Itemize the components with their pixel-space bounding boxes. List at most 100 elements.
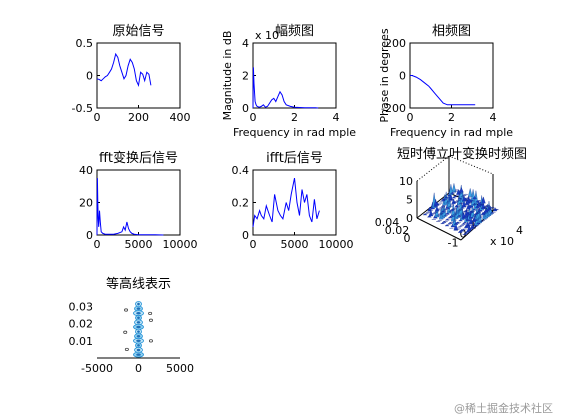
y-axis-label: Magnitude in dB [221,31,234,121]
surface-spike [457,197,463,200]
surface-spike [440,210,446,213]
surface-spike [443,209,449,211]
surface-spike [463,232,469,234]
y-tick-label: 0 [242,229,249,242]
subplot-title: 原始信号 [112,24,164,39]
surface-spike [458,226,463,227]
y-tick-label: 20 [79,197,93,210]
y-tick-label: 0.02 [69,318,94,331]
subplot-title: fft变换后信号 [99,150,178,166]
y-tick-label: 0.5 [76,37,94,50]
surface-spike [455,201,460,218]
surface-spike [458,219,463,222]
surface-spike [462,221,468,224]
x-axis-label: Frequency in rad mple [390,126,513,139]
surface-spike [475,200,480,203]
x-tick-label: 10000 [163,238,198,251]
surface-spike [451,196,457,199]
surface-spike [476,200,482,202]
surface-spike [484,205,489,207]
contour-dot [148,318,153,322]
surface-spike [462,233,467,235]
surface-spike [476,211,481,213]
surface-spike [471,208,477,211]
axes-box [96,169,181,236]
contour-dot [148,339,153,343]
watermark: @稀土掘金技术社区 [454,402,553,415]
contour-core [137,330,140,333]
surface-spike [428,209,434,217]
z-tick-label: 10 [399,175,413,188]
axis-exponent: 4 [516,224,523,237]
surface-spike [434,206,440,218]
surface-spike [441,220,447,223]
surface-spike [460,223,466,225]
y-tick-label: 2 [242,70,249,83]
surface-spike [482,211,488,214]
y-tick-label: 4 [242,37,249,50]
x-tick-label: 10000 [319,238,354,251]
y-tick-label: 0.2 [232,197,250,210]
surface-spike [456,215,462,217]
surface-spike [465,198,470,200]
x-tick-label: 5000 [125,238,153,251]
x-tick-label: 5000 [281,238,309,251]
surface-spike [465,211,471,216]
series-line [410,75,476,106]
surface-spike [469,199,475,202]
contour-dot [124,347,129,352]
surface-spike [461,229,466,231]
surface-spike [449,192,455,194]
surface-spike [449,208,455,212]
y-tick-label: -0.5 [72,102,93,115]
y-tick-label: 0.01 [69,335,94,348]
surface-spike [453,201,458,203]
surface-spike [472,203,477,205]
surface-spike [457,191,463,194]
surface-spike [434,201,440,206]
surface-spike [429,209,434,211]
x-tick-label: 0 [250,238,257,251]
x-tick-label: 0 [407,111,414,124]
surface-mesh [422,183,499,235]
y-tick-label: 0.04 [375,216,400,229]
y-tick-label: 200 [385,37,406,50]
surface-spike [455,221,460,224]
surface-spike [469,204,474,208]
contour-core [136,353,141,356]
surface-spike [468,188,473,197]
y-tick-label: 0 [404,232,411,245]
x-tick-label: 2 [448,111,455,124]
y-tick-label: 0 [242,102,249,115]
surface-spike [433,211,438,213]
series-line [252,67,319,109]
surface-spike [422,213,428,216]
surface-spike [441,205,446,207]
surface-spike [436,209,441,211]
axis-frame [416,217,462,241]
x-tick-label: 5000 [166,362,194,375]
surface-spike [475,212,480,214]
surface-spike [468,228,473,231]
surface-spike [448,192,453,201]
contour-core [136,311,141,315]
surface-spike [489,211,495,214]
surface-spike [451,183,457,193]
y-tick-label: 0.02 [385,224,410,237]
x-tick-label: -1 [448,237,459,250]
surface-spike [472,215,477,217]
z-tick-label: 5 [406,194,413,207]
y-tick-label: 0 [86,70,93,83]
axes-box [252,42,337,109]
subplot-title: 幅频图 [275,24,314,39]
x-tick-label: 1 [470,218,477,231]
y-tick-label: 0.03 [69,301,94,314]
x-tick-label: 400 [170,111,191,124]
surface-spike [485,209,491,212]
contour-core [136,348,141,352]
surface-spike [486,205,492,211]
subplot-title: ifft后信号 [266,151,323,166]
